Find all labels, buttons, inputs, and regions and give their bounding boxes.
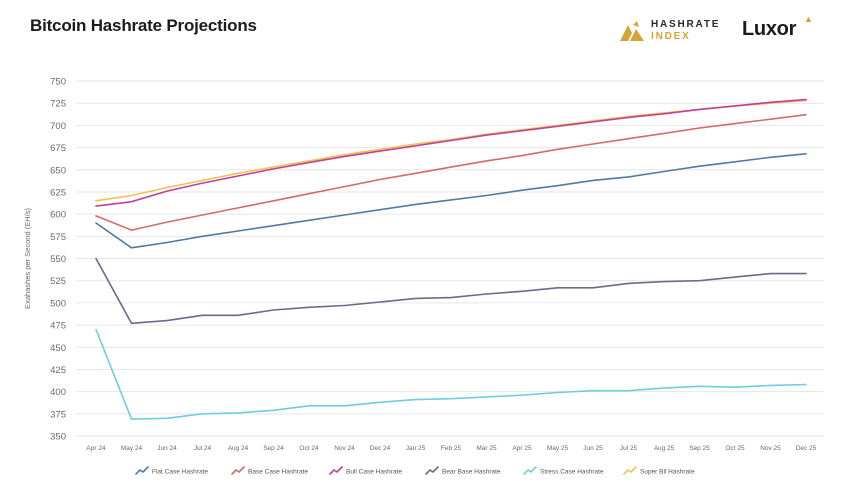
legend: Flat Case Hashrate Base Case Hashrate Bull… [135, 466, 695, 476]
legend-swatch-bear-icon [425, 466, 439, 475]
x-tick-label: Jul 25 [620, 445, 638, 452]
y-tick-label: 400 [50, 387, 66, 398]
y-tick-label: 450 [50, 343, 66, 354]
series-line-bear [95, 257, 807, 325]
luxor-logo: Luxor [742, 18, 797, 40]
x-tick-label: Nov 24 [334, 445, 355, 452]
y-tick-label: 650 [50, 165, 66, 176]
series-line-flat [95, 153, 807, 249]
x-tick-label: Sep 25 [689, 445, 710, 452]
legend-swatch-stress-icon [523, 466, 537, 475]
x-tick-label: May 24 [121, 445, 143, 452]
hashrate-index-mark-icon [620, 21, 644, 41]
y-tick-label: 425 [50, 365, 66, 376]
x-tick-label: Jun 24 [157, 445, 177, 452]
series-line-base [95, 113, 807, 231]
y-axis-label: Exahashes per Second (EH/s) [23, 208, 32, 309]
x-tick-label: Feb 25 [441, 445, 462, 452]
hashrate-index-logo: HASHRATE INDEX [620, 17, 730, 45]
x-tick-label: Dec 24 [370, 445, 391, 452]
x-tick-label: Jul 24 [194, 445, 212, 452]
x-tick-label: Aug 25 [654, 445, 675, 452]
y-tick-label: 675 [50, 143, 66, 154]
y-tick-label: 500 [50, 298, 66, 309]
x-tick-label: Jun 25 [583, 445, 603, 452]
legend-label-stress: Stress Case Hashrate [540, 469, 604, 476]
series-line-bull [95, 98, 807, 207]
hashrate-index-logo-line1: HASHRATE [651, 19, 721, 30]
legend-label-bear: Bear Base Hashrate [442, 469, 501, 476]
y-tick-label: 750 [50, 77, 66, 88]
y-tick-label: 725 [50, 99, 66, 110]
y-tick-label: 525 [50, 276, 66, 287]
y-tick-label: 575 [50, 232, 66, 243]
x-tick-label: Apr 24 [86, 445, 106, 452]
y-axis: 350 375 400 425 450 475 500 525 550 575 600 625 650 6… [23, 77, 66, 443]
x-tick-label: Apr 25 [512, 445, 532, 452]
y-tick-label: 475 [50, 321, 66, 332]
x-tick-label: Oct 25 [725, 445, 745, 452]
legend-label-bull: Bull Case Hashrate [346, 469, 402, 476]
legend-swatch-super-icon [623, 466, 637, 475]
y-tick-label: 375 [50, 409, 66, 420]
legend-swatch-bull-icon [329, 466, 343, 475]
x-tick-label: Aug 24 [228, 445, 249, 452]
y-tick-label: 550 [50, 254, 66, 265]
x-tick-label: Sep 24 [263, 445, 284, 452]
y-tick-label: 700 [50, 121, 66, 132]
y-tick-label: 350 [50, 432, 66, 443]
x-tick-label: May 25 [547, 445, 569, 452]
luxor-mark-icon: ▲ [804, 14, 813, 24]
hashrate-index-logo-line2: INDEX [651, 31, 691, 42]
chart-title: Bitcoin Hashrate Projections [30, 16, 257, 35]
y-tick-label: 625 [50, 187, 66, 198]
legend-swatch-flat-icon [135, 466, 149, 475]
series-line-stress [95, 328, 807, 420]
x-tick-label: Mar 25 [476, 445, 497, 452]
legend-label-super: Super Bll Hashrate [640, 469, 695, 476]
x-tick-label: Nov 25 [760, 445, 781, 452]
series-line-super [95, 99, 807, 202]
legend-label-base: Base Case Hashrate [248, 469, 308, 476]
series-lines [95, 98, 807, 420]
x-tick-label: Jan 25 [406, 445, 426, 452]
legend-label-flat: Flat Case Hashrate [152, 469, 208, 476]
legend-swatch-base-icon [231, 466, 245, 475]
x-tick-label: Dec 25 [796, 445, 817, 452]
x-tick-label: Oct 24 [299, 445, 319, 452]
y-tick-label: 600 [50, 210, 66, 221]
x-axis: Apr 24 May 24 Jun 24 Jul 24 Aug 24 Sep 24 Oct … [86, 445, 816, 452]
grid-lines [76, 80, 824, 437]
